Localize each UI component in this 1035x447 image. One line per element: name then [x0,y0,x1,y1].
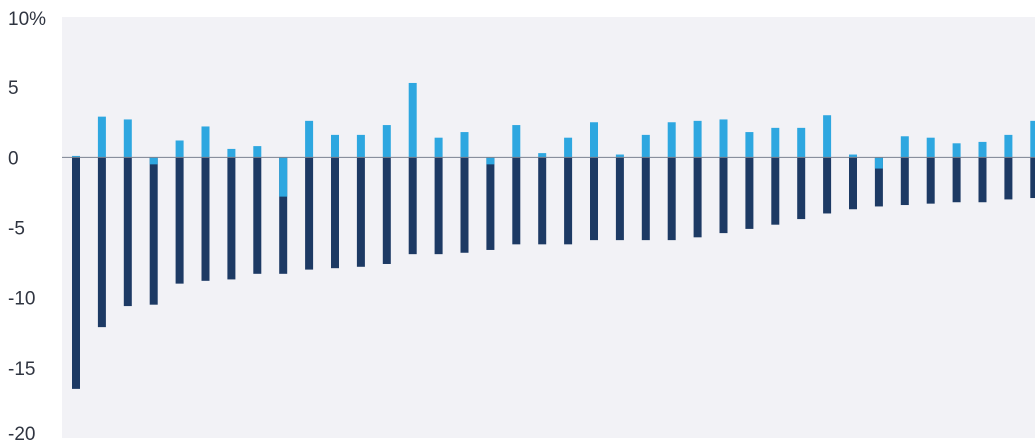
light-bar-38 [1030,120,1035,158]
dark-bar-15 [434,157,443,255]
light-bar-18 [512,125,521,158]
light-bar-2 [97,116,106,158]
dark-bar-12 [356,157,365,267]
series-light-bars [72,82,1035,197]
dark-bar-27 [745,157,754,229]
light-bar-27 [745,132,754,158]
y-tick-label: -10 [8,289,35,310]
light-bar-31 [849,154,857,158]
light-bar-32 [874,157,883,169]
light-bar-22 [615,154,624,158]
dark-bar-14 [408,157,417,255]
dark-bar-22 [615,157,624,241]
dark-bar-16 [460,157,469,253]
dark-bar-13 [382,157,391,264]
dark-bar-38 [1030,157,1035,199]
dark-bar-37 [1004,157,1013,200]
light-bar-9 [279,157,288,197]
dark-bar-7 [227,157,236,280]
dark-bar-9 [279,157,288,274]
light-bar-15 [434,137,443,158]
light-bar-12 [356,134,365,158]
light-bar-35 [952,143,961,158]
dark-bar-18 [512,157,521,245]
y-axis-tick-labels: 10% 5 0 -5 -10 -15 -20 [8,9,46,445]
dark-bar-30 [823,157,832,214]
dark-bar-35 [952,157,961,203]
light-bar-3 [123,119,132,158]
light-bar-11 [331,134,339,158]
light-bar-28 [771,127,780,158]
light-bar-25 [693,120,702,158]
light-bar-23 [641,134,650,158]
dark-bar-32 [874,157,883,207]
light-bar-4 [149,157,158,165]
light-bar-19 [538,153,547,158]
dark-bar-6 [201,157,210,281]
dark-bar-5 [175,157,184,284]
light-bar-26 [719,119,728,158]
dark-bar-10 [305,157,314,270]
dark-bar-33 [900,157,909,206]
dark-bar-2 [97,157,106,328]
dark-bar-26 [719,157,728,234]
light-bar-7 [227,148,236,158]
dark-bar-1 [72,157,80,389]
light-bar-10 [305,120,314,158]
y-tick-label: 0 [8,148,19,169]
light-bar-16 [460,132,469,158]
dark-bar-31 [849,157,857,210]
light-bar-14 [408,82,417,158]
light-bar-33 [900,136,909,158]
light-bar-29 [797,127,806,158]
light-bar-36 [978,141,987,158]
light-bar-17 [486,157,495,165]
dark-bar-34 [926,157,935,204]
dark-bar-19 [538,157,547,245]
dark-bar-29 [797,157,806,220]
light-bar-13 [382,125,391,158]
light-bar-30 [823,115,832,158]
light-bar-8 [253,146,262,158]
dark-bar-4 [149,157,158,305]
y-tick-label: 5 [8,78,19,99]
dark-bar-28 [771,157,780,225]
light-bar-6 [201,126,210,158]
light-bar-34 [926,137,935,158]
dark-bar-8 [253,157,262,274]
dark-bar-25 [693,157,702,238]
y-tick-label: -5 [8,219,25,240]
light-bar-20 [564,137,573,158]
series-dark-bars [72,157,1035,389]
dark-bar-11 [331,157,339,269]
dark-bar-24 [667,157,676,241]
light-bar-21 [590,122,598,158]
dark-bar-17 [486,157,495,250]
dark-bar-36 [978,157,987,203]
dark-bar-20 [564,157,573,245]
dark-bar-3 [123,157,132,307]
dark-bar-23 [641,157,650,241]
y-tick-label: 10% [8,9,46,30]
y-tick-label: -20 [8,424,35,442]
light-bar-24 [667,122,676,158]
light-bar-5 [175,140,184,158]
y-tick-label: -15 [8,359,35,380]
light-bar-37 [1004,134,1013,158]
plot-area [62,17,1035,438]
dark-bar-21 [590,157,598,241]
light-bar-1 [72,155,80,158]
